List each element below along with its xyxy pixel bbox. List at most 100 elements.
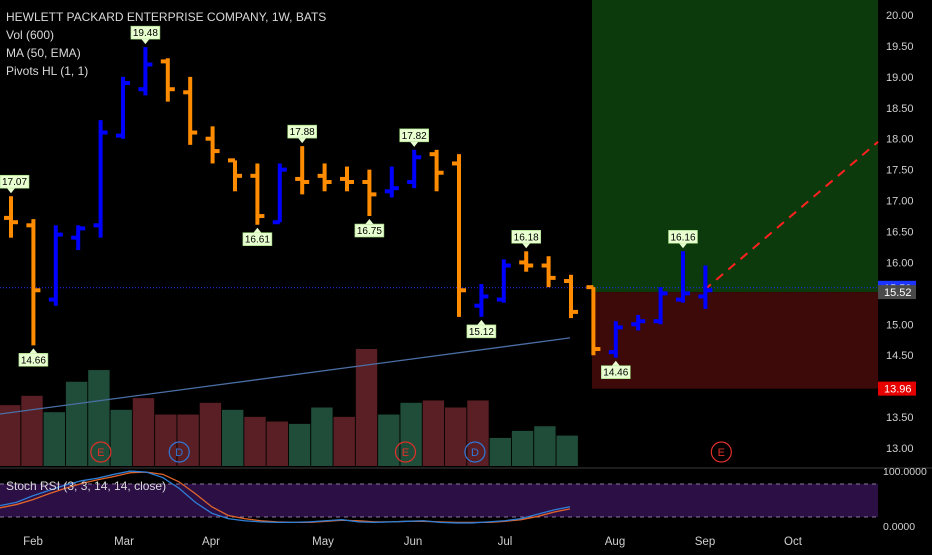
pivot-label-pointer xyxy=(611,360,620,366)
volume-bar xyxy=(311,407,333,466)
stoch-band xyxy=(0,484,878,517)
pivot-label-pointer xyxy=(29,348,38,354)
ohlc-bar xyxy=(407,149,422,189)
ohlc-bar xyxy=(608,321,623,358)
ma-legend[interactable]: MA (50, EMA) xyxy=(6,46,81,60)
pivot-label-pointer xyxy=(410,141,419,147)
stoch-rsi-legend[interactable]: Stoch RSI (3, 3, 14, 14, close) xyxy=(6,479,167,493)
time-tick-label: Jun xyxy=(404,536,423,548)
pivot-label-pointer xyxy=(298,138,307,144)
ohlc-bar xyxy=(26,219,41,346)
time-tick-label: Feb xyxy=(23,536,43,548)
volume-bar xyxy=(378,414,400,466)
volume-bar xyxy=(422,400,445,466)
volume-bar xyxy=(266,421,288,466)
time-tick-label: Apr xyxy=(202,536,220,548)
event-marker-letter: E xyxy=(402,447,409,459)
pivot-label-text: 15.12 xyxy=(469,327,494,338)
pivot-label-text: 17.88 xyxy=(290,127,315,138)
chart-legend: HEWLETT PACKARD ENTERPRISE COMPANY, 1W, … xyxy=(6,8,326,80)
price-tick-label: 17.00 xyxy=(886,196,914,208)
pivot-label-pointer xyxy=(365,219,374,225)
moving-average xyxy=(0,337,571,415)
pivot-label-text: 14.66 xyxy=(21,355,46,366)
ohlc-bar xyxy=(631,315,646,331)
volume-bar xyxy=(0,405,21,466)
pivot-label-pointer xyxy=(253,227,262,233)
ohlc-bar xyxy=(272,163,287,225)
earnings-marker xyxy=(90,441,112,463)
event-marker-letter: E xyxy=(718,447,725,459)
ohlc-bar xyxy=(586,285,601,356)
volume-bar xyxy=(355,349,378,466)
volume-bar xyxy=(65,381,88,466)
earnings-marker xyxy=(710,441,732,463)
stoch-rsi-panel: 100.0000 0.0000 xyxy=(0,466,932,533)
volume-bar xyxy=(222,409,244,466)
ohlc-bar xyxy=(138,47,153,96)
ohlc-bar xyxy=(429,149,444,192)
entry-price-badge-box xyxy=(878,285,916,300)
volume-bar xyxy=(132,398,155,466)
ohlc-bar xyxy=(362,169,377,217)
pivot-label-pointer xyxy=(477,319,486,325)
volume-bar xyxy=(177,414,199,466)
ohlc-bar xyxy=(698,265,713,309)
pivot-label-text: 16.75 xyxy=(357,226,382,237)
ohlc-bar xyxy=(183,76,198,145)
ohlc-bar xyxy=(474,284,489,317)
volume-legend[interactable]: Vol (600) xyxy=(6,28,55,42)
stop-zone xyxy=(592,292,878,389)
time-axis: Feb Mar Apr May Jun Jul Aug Sep Oct xyxy=(23,536,803,548)
time-tick-label: Mar xyxy=(114,536,134,548)
ohlc-bar xyxy=(452,154,466,317)
ohlc-bar xyxy=(250,163,265,225)
pivot-labels: 17.07 14.66 19.48 16.61 17.88 16.75 17.82 15.12… xyxy=(0,25,698,379)
time-tick-label: May xyxy=(312,536,334,548)
event-marker-letter: D xyxy=(471,447,479,459)
price-tick-label: 16.50 xyxy=(886,227,914,239)
time-tick-label: Sep xyxy=(695,536,715,548)
ohlc-bar xyxy=(676,251,690,303)
pivot-label-text: 17.82 xyxy=(402,131,427,142)
ohlc-bar xyxy=(228,158,242,192)
pivot-label-text: 16.61 xyxy=(245,235,270,246)
target-zone xyxy=(592,0,878,293)
price-tick-label: 18.50 xyxy=(886,103,914,115)
price-tick-label: 19.00 xyxy=(886,72,914,84)
pivots-legend[interactable]: Pivots HL (1, 1) xyxy=(6,64,89,78)
volume-bar xyxy=(333,416,355,466)
ohlc-bar xyxy=(384,166,399,198)
ohlc-bar xyxy=(653,287,668,325)
dividend-marker xyxy=(168,441,190,463)
volume-bar xyxy=(467,400,489,466)
price-tick-label: 20.00 xyxy=(886,10,914,22)
ohlc-bar xyxy=(160,58,175,102)
ohlc-bar xyxy=(93,120,108,238)
ohlc-bar xyxy=(71,225,86,251)
volume-bar xyxy=(43,412,65,466)
ohlc-bar xyxy=(496,259,511,303)
ohlc-bar xyxy=(340,166,354,192)
pivot-label-text: 17.07 xyxy=(2,177,27,188)
pivot-label-text: 16.16 xyxy=(670,232,695,243)
symbol-title: HEWLETT PACKARD ENTERPRISE COMPANY, 1W, … xyxy=(6,10,327,24)
volume-bar xyxy=(155,414,177,466)
ohlc-bar xyxy=(205,126,220,164)
volume-bar xyxy=(534,426,556,466)
volume-bar xyxy=(244,416,266,466)
entry-price-badge: 15.52 xyxy=(884,287,912,299)
time-tick-label: Jul xyxy=(498,536,513,548)
ohlc-bar xyxy=(4,196,18,238)
price-bars xyxy=(4,47,713,358)
stop-price-badge: 13.96 xyxy=(884,384,912,396)
pivot-label-text: 14.46 xyxy=(603,368,628,379)
ohlc-bar xyxy=(317,163,332,192)
time-tick-label: Aug xyxy=(605,536,625,548)
ma-line xyxy=(0,337,571,415)
price-tick-label: 19.50 xyxy=(886,41,914,53)
price-tick-label: 13.50 xyxy=(886,412,914,424)
